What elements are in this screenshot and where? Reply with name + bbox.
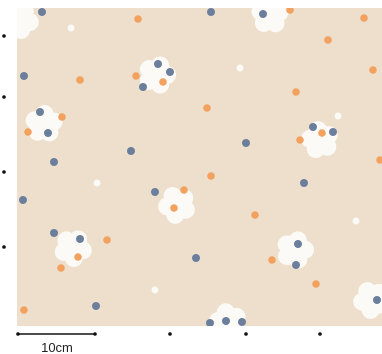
blue-dot: [192, 254, 200, 262]
blue-dot: [294, 240, 302, 248]
blue-dot: [127, 147, 135, 155]
bottom-tick: [244, 332, 248, 336]
blue-dot: [309, 123, 317, 131]
orange-dot: [376, 156, 382, 164]
blue-dot: [300, 179, 308, 187]
blue-dot: [207, 8, 215, 16]
orange-dot: [286, 8, 294, 14]
orange-dot: [296, 136, 304, 144]
orange-dot: [132, 72, 140, 80]
side-tick: [2, 245, 6, 249]
blue-dot: [166, 68, 174, 76]
side-tick: [2, 34, 6, 38]
flower-center: [17, 12, 28, 28]
bottom-tick: [168, 332, 172, 336]
white-dot: [352, 217, 360, 225]
blue-dot: [292, 261, 300, 269]
white-dot: [93, 179, 101, 187]
fabric-background: [17, 8, 382, 326]
bottom-tick: [318, 332, 322, 336]
flower-center: [65, 240, 81, 256]
blue-dot: [20, 72, 28, 80]
white-dot: [151, 286, 159, 294]
blue-dot: [259, 10, 267, 18]
side-tick: [2, 95, 6, 99]
orange-dot: [360, 14, 368, 22]
blue-dot: [242, 139, 250, 147]
blue-dot: [50, 229, 58, 237]
blue-dot: [238, 318, 246, 326]
blue-dot: [373, 296, 381, 304]
blue-dot: [92, 302, 100, 310]
blue-dot: [154, 60, 162, 68]
blue-dot: [76, 235, 84, 243]
white-dot: [236, 64, 244, 72]
scale-label: 10cm: [41, 340, 73, 354]
blue-dot: [19, 196, 27, 204]
orange-dot: [180, 186, 188, 194]
orange-dot: [324, 36, 332, 44]
side-tick: [2, 170, 6, 174]
blue-dot: [36, 108, 44, 116]
orange-dot: [251, 211, 259, 219]
blue-dot: [38, 8, 46, 16]
orange-dot: [57, 264, 65, 272]
orange-dot: [170, 204, 178, 212]
orange-dot: [20, 306, 28, 314]
orange-dot: [58, 113, 66, 121]
orange-dot: [74, 253, 82, 261]
scale-marks: [2, 34, 322, 336]
orange-dot: [292, 88, 300, 96]
orange-dot: [312, 280, 320, 288]
orange-dot: [24, 128, 32, 136]
blue-dot: [222, 317, 230, 325]
orange-dot: [203, 104, 211, 112]
flower-center: [36, 116, 52, 132]
orange-dot: [369, 66, 377, 74]
bottom-tick: [93, 332, 97, 336]
blue-dot: [206, 319, 214, 326]
blue-dot: [329, 128, 337, 136]
bottom-tick: [16, 332, 20, 336]
blue-dot: [151, 188, 159, 196]
pattern: [17, 8, 382, 326]
orange-dot: [134, 15, 142, 23]
orange-dot: [76, 76, 84, 84]
orange-dot: [318, 129, 326, 137]
orange-dot: [159, 78, 167, 86]
orange-dot: [268, 256, 276, 264]
orange-dot: [103, 236, 111, 244]
blue-dot: [44, 129, 52, 137]
orange-dot: [207, 172, 215, 180]
white-dot: [67, 24, 75, 32]
flower-center: [364, 292, 380, 308]
blue-dot: [139, 83, 147, 91]
blue-dot: [50, 158, 58, 166]
white-dot: [334, 112, 342, 120]
